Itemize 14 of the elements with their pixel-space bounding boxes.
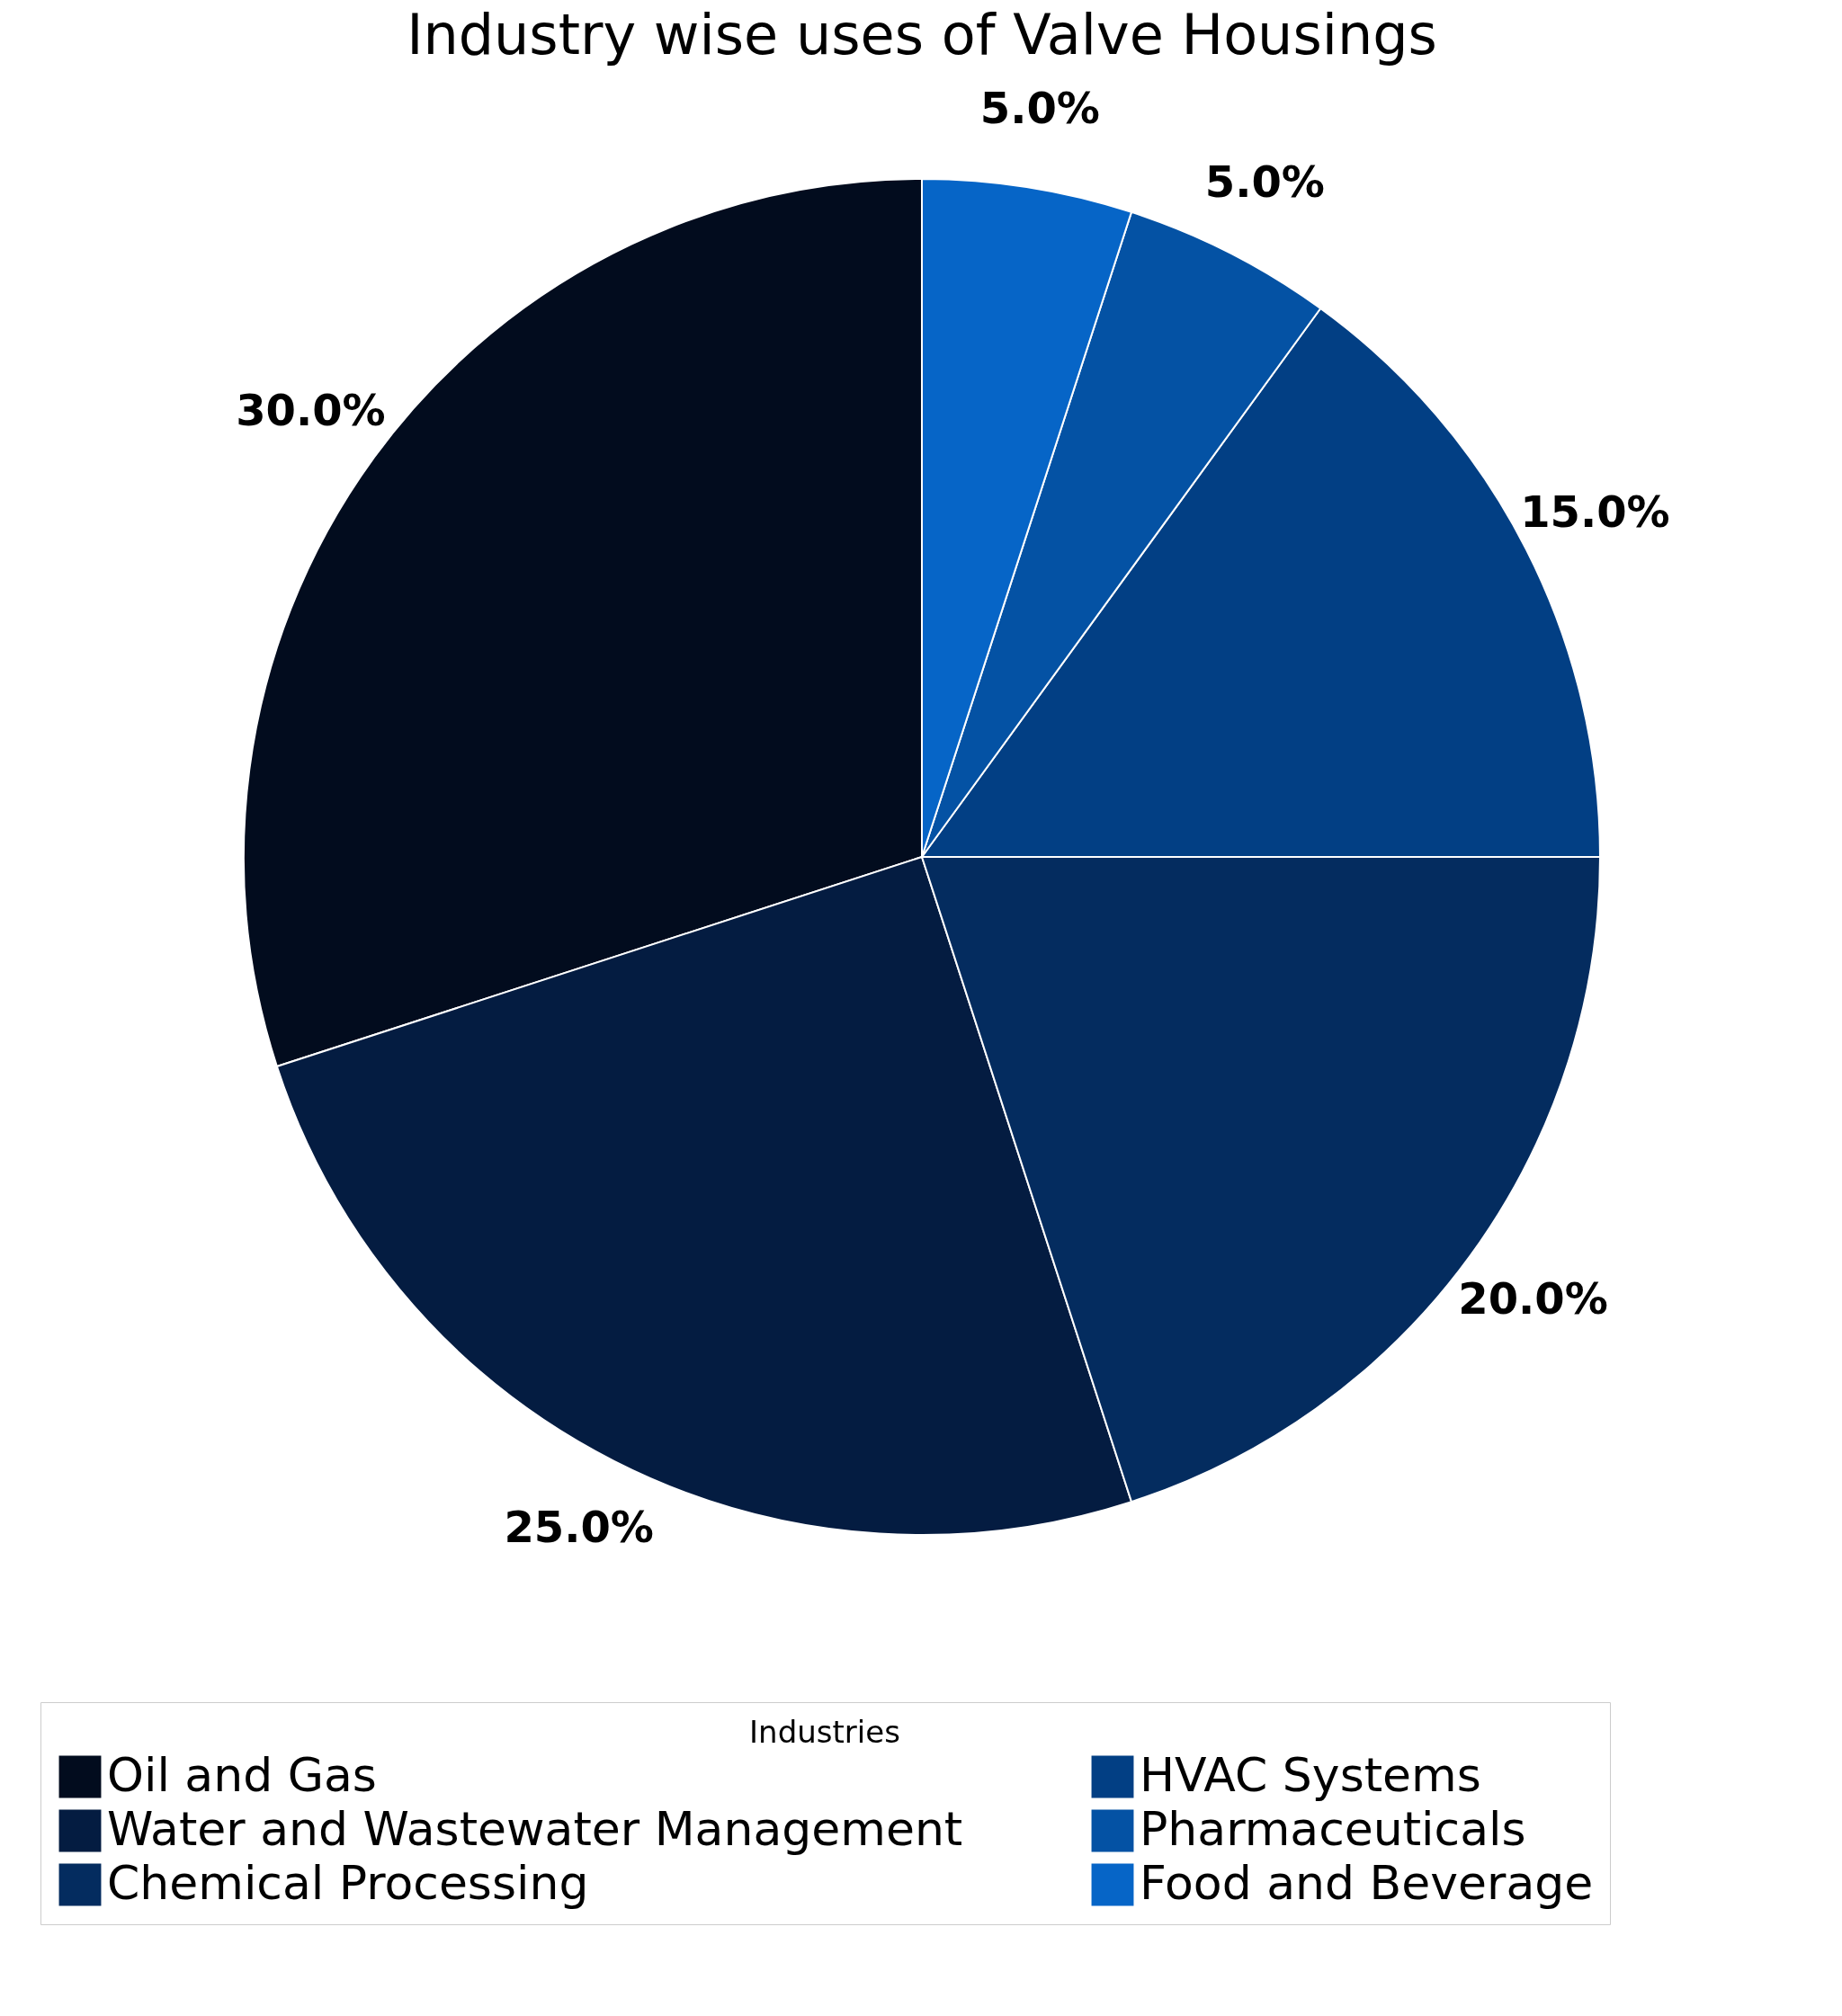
legend-label: HVAC Systems [1140,1748,1481,1802]
legend-label: Oil and Gas [107,1748,377,1802]
legend-label: Chemical Processing [107,1856,589,1910]
data-label: 5.0% [1204,156,1325,207]
data-label: 5.0% [979,83,1100,134]
legend-title: Industries [749,1714,900,1750]
data-label: 20.0% [1458,1272,1608,1324]
legend-label: Water and Wastewater Management [107,1802,963,1856]
legend-label: Food and Beverage [1140,1856,1594,1910]
data-label: 15.0% [1520,486,1670,537]
legend-label: Pharmaceuticals [1140,1802,1526,1856]
data-label: 25.0% [504,1502,654,1553]
data-label: 30.0% [236,385,386,436]
chart-title: Industry wise uses of Valve Housings [407,2,1437,67]
